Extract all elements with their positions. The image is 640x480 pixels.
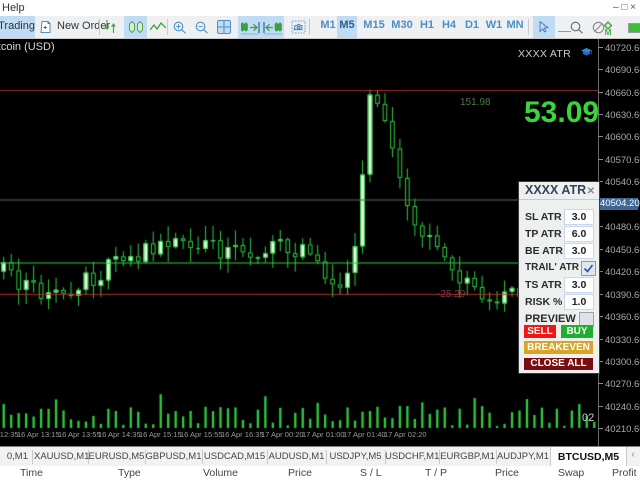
svg-text:M: M: [604, 27, 611, 35]
